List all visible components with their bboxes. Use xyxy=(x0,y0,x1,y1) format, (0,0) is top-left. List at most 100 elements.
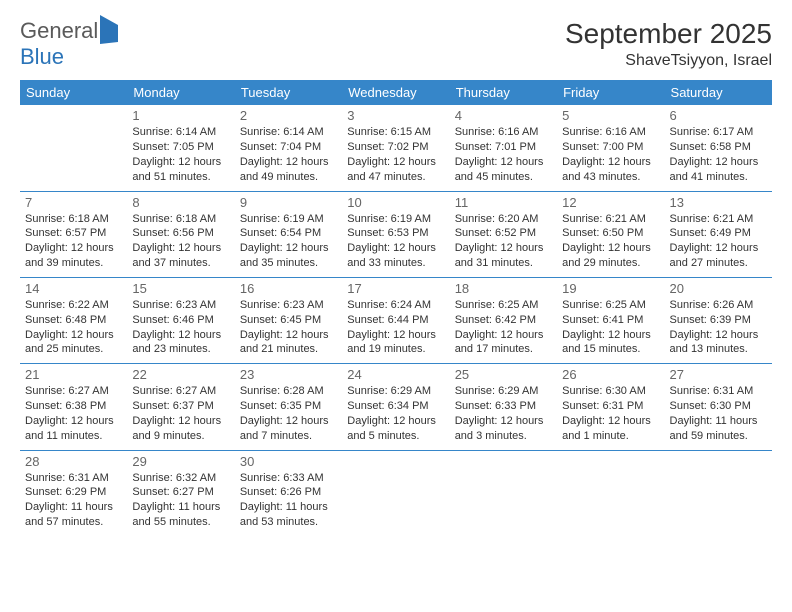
sunrise-text: Sunrise: 6:16 AM xyxy=(562,125,659,140)
calendar-cell: 19Sunrise: 6:25 AMSunset: 6:41 PMDayligh… xyxy=(557,277,664,363)
day-info: Sunrise: 6:22 AMSunset: 6:48 PMDaylight:… xyxy=(25,298,122,357)
day-number: 4 xyxy=(455,108,552,123)
calendar-cell: 23Sunrise: 6:28 AMSunset: 6:35 PMDayligh… xyxy=(235,364,342,450)
day-info: Sunrise: 6:33 AMSunset: 6:26 PMDaylight:… xyxy=(240,471,337,530)
daylight-text: Daylight: 11 hours and 57 minutes. xyxy=(25,500,122,530)
calendar-cell: 16 Sunrise: 6:23 AMSunset: 6:45 PMDayligh… xyxy=(235,277,342,363)
daylight-text: Daylight: 12 hours and 21 minutes. xyxy=(240,328,337,358)
sunrise-text: Sunrise: 6:15 AM xyxy=(347,125,444,140)
day-number: 22 xyxy=(132,367,229,382)
sunset-text: Sunset: 7:05 PM xyxy=(132,140,229,155)
day-info: Sunrise: 6:23 AMSunset: 6:45 PMDaylight:… xyxy=(240,298,337,357)
daylight-text: Daylight: 12 hours and 31 minutes. xyxy=(455,241,552,271)
day-number: 26 xyxy=(562,367,659,382)
calendar-cell: 22Sunrise: 6:27 AMSunset: 6:37 PMDayligh… xyxy=(127,364,234,450)
day-info: Sunrise: 6:19 AMSunset: 6:54 PMDaylight:… xyxy=(240,212,337,271)
day-info: Sunrise: 6:25 AMSunset: 6:42 PMDaylight:… xyxy=(455,298,552,357)
weekday-header: Tuesday xyxy=(235,80,342,105)
calendar-cell-empty xyxy=(557,450,664,536)
day-info: Sunrise: 6:18 AMSunset: 6:57 PMDaylight:… xyxy=(25,212,122,271)
day-number: 30 xyxy=(240,454,337,469)
sunrise-text: Sunrise: 6:20 AM xyxy=(455,212,552,227)
day-number: 16 xyxy=(240,281,337,296)
day-info: Sunrise: 6:29 AMSunset: 6:34 PMDaylight:… xyxy=(347,384,444,443)
day-info: Sunrise: 6:16 AMSunset: 7:00 PMDaylight:… xyxy=(562,125,659,184)
weekday-header: Wednesday xyxy=(342,80,449,105)
calendar-cell: 5Sunrise: 6:16 AMSunset: 7:00 PMDaylight… xyxy=(557,105,664,191)
calendar-cell: 30 Sunrise: 6:33 AMSunset: 6:26 PMDayligh… xyxy=(235,450,342,536)
day-info: Sunrise: 6:27 AMSunset: 6:38 PMDaylight:… xyxy=(25,384,122,443)
month-title: September 2025 xyxy=(565,18,772,50)
calendar-week-row: 7 Sunrise: 6:18 AMSunset: 6:57 PMDaylight… xyxy=(20,191,772,277)
calendar-cell: 27 Sunrise: 6:31 AMSunset: 6:30 PMDayligh… xyxy=(665,364,772,450)
daylight-text: Daylight: 12 hours and 9 minutes. xyxy=(132,414,229,444)
day-number: 23 xyxy=(240,367,337,382)
sunset-text: Sunset: 6:35 PM xyxy=(240,399,337,414)
calendar-week-row: 1Sunrise: 6:14 AMSunset: 7:05 PMDaylight… xyxy=(20,105,772,191)
sunrise-text: Sunrise: 6:31 AM xyxy=(670,384,767,399)
sunset-text: Sunset: 6:45 PM xyxy=(240,313,337,328)
sunset-text: Sunset: 6:37 PM xyxy=(132,399,229,414)
daylight-text: Daylight: 12 hours and 15 minutes. xyxy=(562,328,659,358)
sunset-text: Sunset: 7:04 PM xyxy=(240,140,337,155)
logo-word-2: Blue xyxy=(20,44,64,69)
logo-sail-icon xyxy=(100,15,118,44)
calendar-cell: 11Sunrise: 6:20 AMSunset: 6:52 PMDayligh… xyxy=(450,191,557,277)
day-info: Sunrise: 6:30 AMSunset: 6:31 PMDaylight:… xyxy=(562,384,659,443)
daylight-text: Daylight: 12 hours and 47 minutes. xyxy=(347,155,444,185)
sunrise-text: Sunrise: 6:23 AM xyxy=(132,298,229,313)
daylight-text: Daylight: 12 hours and 19 minutes. xyxy=(347,328,444,358)
calendar-cell: 3 Sunrise: 6:15 AMSunset: 7:02 PMDaylight… xyxy=(342,105,449,191)
daylight-text: Daylight: 12 hours and 35 minutes. xyxy=(240,241,337,271)
daylight-text: Daylight: 12 hours and 37 minutes. xyxy=(132,241,229,271)
sunrise-text: Sunrise: 6:19 AM xyxy=(240,212,337,227)
day-number: 8 xyxy=(132,195,229,210)
day-number: 12 xyxy=(562,195,659,210)
day-number: 27 xyxy=(670,367,767,382)
sunrise-text: Sunrise: 6:30 AM xyxy=(562,384,659,399)
calendar-cell: 8Sunrise: 6:18 AMSunset: 6:56 PMDaylight… xyxy=(127,191,234,277)
sunset-text: Sunset: 6:58 PM xyxy=(670,140,767,155)
calendar-cell: 25Sunrise: 6:29 AMSunset: 6:33 PMDayligh… xyxy=(450,364,557,450)
daylight-text: Daylight: 12 hours and 3 minutes. xyxy=(455,414,552,444)
day-number: 19 xyxy=(562,281,659,296)
calendar-week-row: 28Sunrise: 6:31 AMSunset: 6:29 PMDayligh… xyxy=(20,450,772,536)
daylight-text: Daylight: 12 hours and 23 minutes. xyxy=(132,328,229,358)
day-number: 1 xyxy=(132,108,229,123)
calendar-cell: 2Sunrise: 6:14 AMSunset: 7:04 PMDaylight… xyxy=(235,105,342,191)
day-number: 3 xyxy=(347,108,444,123)
day-number: 28 xyxy=(25,454,122,469)
calendar-week-row: 21Sunrise: 6:27 AMSunset: 6:38 PMDayligh… xyxy=(20,364,772,450)
day-number: 25 xyxy=(455,367,552,382)
logo: General Blue xyxy=(20,18,118,70)
day-info: Sunrise: 6:31 AMSunset: 6:30 PMDaylight:… xyxy=(670,384,767,443)
calendar-cell: 28Sunrise: 6:31 AMSunset: 6:29 PMDayligh… xyxy=(20,450,127,536)
sunset-text: Sunset: 6:48 PM xyxy=(25,313,122,328)
day-number: 10 xyxy=(347,195,444,210)
daylight-text: Daylight: 11 hours and 59 minutes. xyxy=(670,414,767,444)
day-number: 20 xyxy=(670,281,767,296)
sunset-text: Sunset: 6:50 PM xyxy=(562,226,659,241)
sunrise-text: Sunrise: 6:29 AM xyxy=(455,384,552,399)
title-block: September 2025 ShaveTsiyyon, Israel xyxy=(565,18,772,70)
sunrise-text: Sunrise: 6:17 AM xyxy=(670,125,767,140)
daylight-text: Daylight: 12 hours and 39 minutes. xyxy=(25,241,122,271)
daylight-text: Daylight: 12 hours and 17 minutes. xyxy=(455,328,552,358)
calendar-cell: 7 Sunrise: 6:18 AMSunset: 6:57 PMDaylight… xyxy=(20,191,127,277)
header: General Blue September 2025 ShaveTsiyyon… xyxy=(20,18,772,70)
weekday-header: Saturday xyxy=(665,80,772,105)
sunset-text: Sunset: 7:00 PM xyxy=(562,140,659,155)
daylight-text: Daylight: 12 hours and 49 minutes. xyxy=(240,155,337,185)
daylight-text: Daylight: 12 hours and 25 minutes. xyxy=(25,328,122,358)
calendar-table: SundayMondayTuesdayWednesdayThursdayFrid… xyxy=(20,80,772,536)
day-info: Sunrise: 6:26 AMSunset: 6:39 PMDaylight:… xyxy=(670,298,767,357)
sunrise-text: Sunrise: 6:24 AM xyxy=(347,298,444,313)
day-number: 7 xyxy=(25,195,122,210)
sunrise-text: Sunrise: 6:25 AM xyxy=(455,298,552,313)
day-info: Sunrise: 6:15 AMSunset: 7:02 PMDaylight:… xyxy=(347,125,444,184)
sunset-text: Sunset: 6:42 PM xyxy=(455,313,552,328)
daylight-text: Daylight: 12 hours and 45 minutes. xyxy=(455,155,552,185)
sunrise-text: Sunrise: 6:25 AM xyxy=(562,298,659,313)
day-number: 11 xyxy=(455,195,552,210)
day-number: 17 xyxy=(347,281,444,296)
